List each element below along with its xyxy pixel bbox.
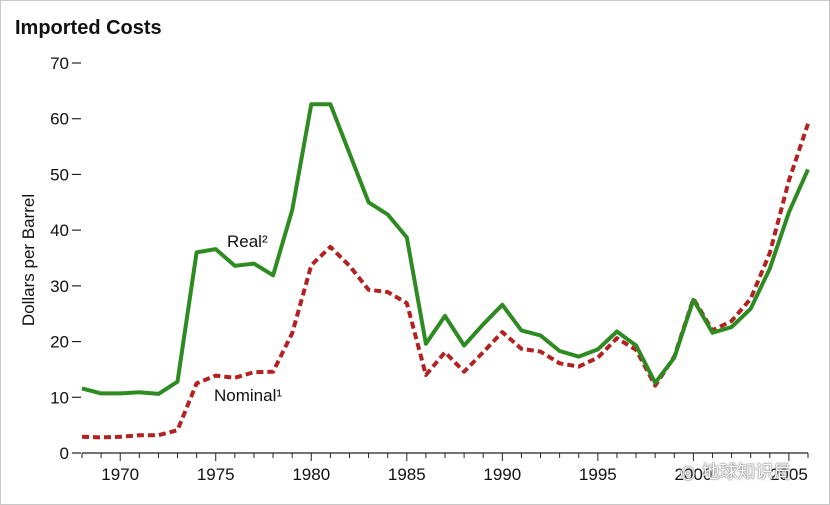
x-axis: 1970 1975 1980 1985 1990 1995 2000 2005 <box>81 452 809 484</box>
watermark-text: 地球知识局 <box>701 462 792 483</box>
chart-title: Imported Costs <box>15 17 162 39</box>
y-tick-label: 50 <box>50 165 69 184</box>
real-series-line <box>81 102 810 396</box>
x-tick-label: 1995 <box>579 465 617 484</box>
watermark-logo: ◎ 地球知识局 <box>680 462 792 483</box>
x-tick-label: 1985 <box>388 465 426 484</box>
y-tick-label: 70 <box>50 54 69 73</box>
y-axis: 0 10 20 30 40 50 60 70 <box>50 54 81 463</box>
nominal-series-annotation: Nominal¹ <box>214 386 282 405</box>
x-tick-label: 1975 <box>197 465 235 484</box>
y-tick-label: 40 <box>50 221 69 240</box>
y-tick-label: 10 <box>50 388 69 407</box>
y-tick-label: 0 <box>60 444 69 463</box>
y-tick-label: 30 <box>50 277 69 296</box>
y-axis-label: Dollars per Barrel <box>19 194 38 326</box>
x-tick-label: 1970 <box>101 465 139 484</box>
series-layer <box>81 102 810 440</box>
x-tick-label: 1990 <box>483 465 521 484</box>
y-tick-label: 60 <box>50 110 69 129</box>
x-tick-label: 2000 <box>674 465 712 484</box>
real-series-annotation: Real² <box>227 232 268 251</box>
x-tick-label: 1980 <box>292 465 330 484</box>
y-tick-label: 20 <box>50 333 69 352</box>
x-tick-label: 2005 <box>770 465 808 484</box>
